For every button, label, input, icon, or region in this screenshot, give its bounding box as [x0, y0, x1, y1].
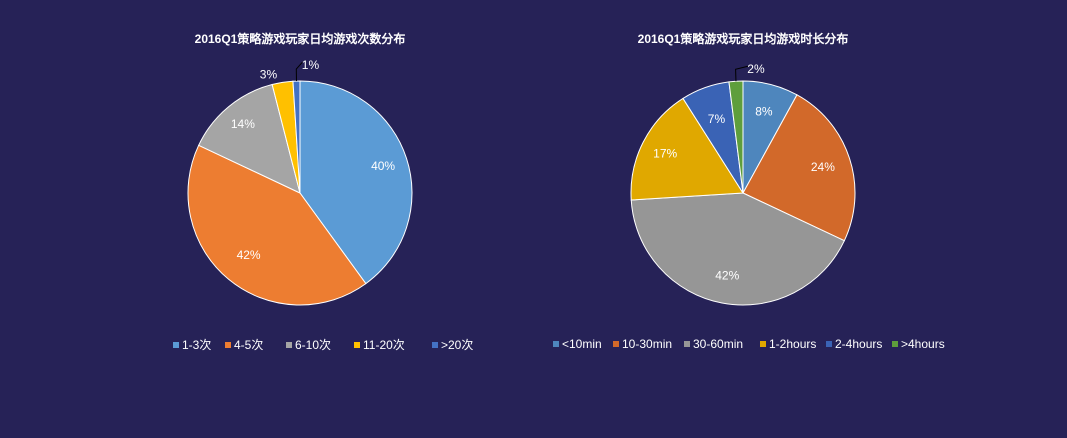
pie-slice-4 [630, 97, 744, 201]
legend-label: 11-20次 [363, 338, 405, 352]
slice-data-label: 2% [747, 62, 765, 76]
legend-label: <10min [562, 337, 602, 351]
pie-slice-2 [187, 144, 367, 306]
legend-item: 30-60min [684, 337, 743, 351]
legend-item: 1-2hours [760, 337, 816, 351]
legend-label: 1-2hours [769, 337, 816, 351]
pie-slice-1 [299, 80, 413, 285]
legend-swatch [432, 342, 438, 348]
slice-data-label: 1% [302, 58, 320, 72]
slice-data-label: 40% [371, 159, 395, 173]
slice-data-label: 24% [811, 160, 835, 174]
legend-label: 2-4hours [835, 337, 882, 351]
pie-chart-session-count: 2016Q1策略游戏玩家日均游戏次数分布 40% 42% 14% 3% 1% 1-3次 4… [173, 31, 473, 352]
chart-title: 2016Q1策略游戏玩家日均游戏时长分布 [638, 31, 849, 46]
leader-line [735, 65, 749, 82]
legend: 1-3次 4-5次 6-10次 11-20次 >20次 [173, 338, 473, 352]
pie-slice-3 [197, 83, 301, 194]
pie-slices [187, 80, 413, 306]
pie-chart-session-duration: 2016Q1策略游戏玩家日均游戏时长分布 8% 24% 42% 17% 7% 2% <10… [553, 31, 945, 351]
legend-item: >20次 [432, 338, 473, 352]
legend-label: 6-10次 [295, 338, 331, 352]
pie-slices [630, 80, 856, 306]
legend-label: 30-60min [693, 337, 743, 351]
legend: <10min 10-30min 30-60min 1-2hours 2-4hours >4… [553, 337, 945, 351]
legend-swatch [173, 342, 179, 348]
slice-data-label: 8% [755, 105, 773, 119]
legend-item: 11-20次 [354, 338, 405, 352]
legend-swatch [553, 341, 559, 347]
legend-item: 2-4hours [826, 337, 882, 351]
legend-swatch [225, 342, 231, 348]
slice-data-label: 42% [715, 269, 739, 283]
pie-labels: 40% 42% 14% 3% 1% [231, 58, 396, 262]
legend-item: >4hours [892, 337, 945, 351]
chart-title: 2016Q1策略游戏玩家日均游戏次数分布 [195, 31, 406, 46]
legend-swatch [286, 342, 292, 348]
legend-label: 10-30min [622, 337, 672, 351]
legend-swatch [613, 341, 619, 347]
legend-label: 4-5次 [234, 338, 263, 352]
pie-labels: 8% 24% 42% 17% 7% 2% [653, 62, 835, 282]
leader-line [295, 61, 303, 82]
legend-item: <10min [553, 337, 602, 351]
slice-data-label: 14% [231, 117, 255, 131]
legend-label: 1-3次 [182, 338, 211, 352]
legend-label: >4hours [901, 337, 945, 351]
legend-swatch [354, 342, 360, 348]
legend-item: 6-10次 [286, 338, 331, 352]
pie-slice-2 [742, 94, 856, 242]
pie-slice-6 [728, 80, 744, 194]
legend-swatch [826, 341, 832, 347]
slice-data-label: 42% [237, 248, 261, 262]
legend-swatch [760, 341, 766, 347]
legend-label: >20次 [441, 338, 473, 352]
legend-swatch [684, 341, 690, 347]
slice-data-label: 17% [653, 146, 677, 160]
slice-data-label: 3% [260, 67, 278, 81]
legend-item: 1-3次 [173, 338, 211, 352]
legend-item: 4-5次 [225, 338, 263, 352]
slice-data-label: 7% [708, 112, 726, 126]
legend-item: 10-30min [613, 337, 672, 351]
legend-swatch [892, 341, 898, 347]
pie-slice-3 [630, 192, 846, 306]
